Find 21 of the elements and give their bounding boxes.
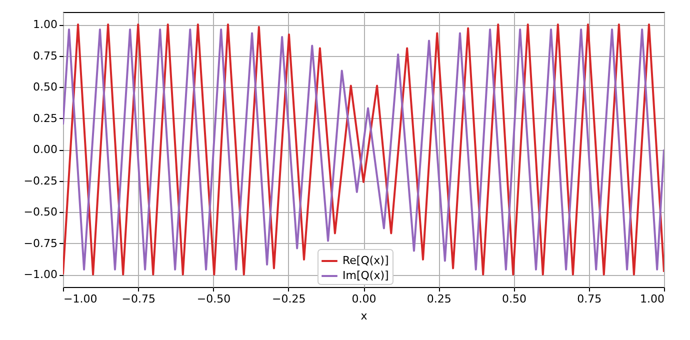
y-tick-label: 1.00 — [33, 18, 58, 31]
y-tick-label: 0.25 — [33, 112, 58, 125]
x-tick-label: −0.25 — [272, 292, 306, 306]
y-tick-label: 0.75 — [33, 49, 58, 62]
legend-label: Im[Q(x)] — [342, 269, 389, 282]
y-tick-label: −0.25 — [24, 174, 58, 188]
x-tick-label: −0.50 — [196, 292, 231, 306]
x-tick-label: 0.75 — [577, 292, 602, 306]
x-tick-label: 1.00 — [640, 292, 664, 306]
x-axis-title: x — [360, 310, 368, 322]
y-tick-label: 0.00 — [33, 143, 58, 156]
x-tick-label: 0.00 — [352, 292, 376, 306]
y-tick-label: −0.75 — [24, 236, 58, 250]
y-tick-label: −0.50 — [24, 206, 58, 218]
x-tick-label: −1.00 — [64, 292, 98, 306]
x-tick-label: 0.25 — [426, 292, 452, 306]
y-tick-label: 0.50 — [33, 80, 58, 94]
legend-label: Re[Q(x)] — [342, 254, 389, 267]
x-tick-label: −0.75 — [122, 292, 156, 306]
x-tick-label: 0.50 — [502, 292, 526, 306]
y-tick-label: −1.00 — [24, 268, 58, 281]
